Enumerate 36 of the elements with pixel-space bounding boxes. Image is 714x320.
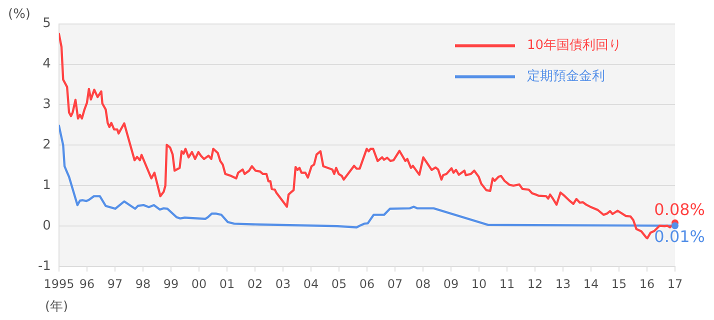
x-tick-label: 11: [499, 276, 515, 291]
legend-label: 定期預金金利: [527, 69, 605, 84]
x-tick-label: 16: [639, 276, 655, 291]
x-tick-label: 15: [611, 276, 627, 291]
x-tick-label: 17: [667, 276, 683, 291]
x-tick-label: 13: [555, 276, 571, 291]
x-tick-label: 10: [471, 276, 487, 291]
y-tick-label: 5: [42, 16, 51, 32]
x-tick-label: 02: [247, 276, 263, 291]
x-tick-label: 05: [331, 276, 347, 291]
x-axis-title: (年): [44, 299, 68, 314]
y-tick-label: 1: [42, 178, 51, 194]
legend-label: 10年国債利回り: [527, 38, 622, 54]
y-axis-title: (%): [8, 6, 30, 22]
x-tick-label: 96: [79, 276, 95, 291]
y-tick-label: 4: [42, 56, 51, 72]
x-tick-label: 09: [443, 276, 459, 291]
annotation: 0.01%: [654, 226, 705, 246]
x-tick-label: 03: [275, 276, 291, 291]
x-tick-label: 1995: [44, 276, 74, 291]
x-tick-label: 08: [415, 276, 431, 291]
x-tick-label: 97: [107, 276, 123, 291]
x-tick-label: 99: [163, 276, 179, 291]
x-tick-label: 14: [583, 276, 599, 291]
y-tick-label: 0: [42, 218, 51, 234]
y-tick-label: 2: [42, 138, 51, 153]
y-tick-label: 3: [42, 97, 51, 112]
x-tick-label: 04: [303, 276, 319, 291]
x-tick-label: 00: [191, 276, 207, 291]
x-tick-label: 07: [387, 276, 403, 291]
x-tick-label: 01: [219, 276, 235, 291]
x-tick-label: 98: [135, 276, 151, 291]
annotation: 0.08%: [654, 200, 705, 220]
x-tick-label: 12: [527, 276, 543, 291]
x-tick-label: 06: [359, 276, 375, 291]
y-tick-label: -1: [38, 258, 51, 274]
